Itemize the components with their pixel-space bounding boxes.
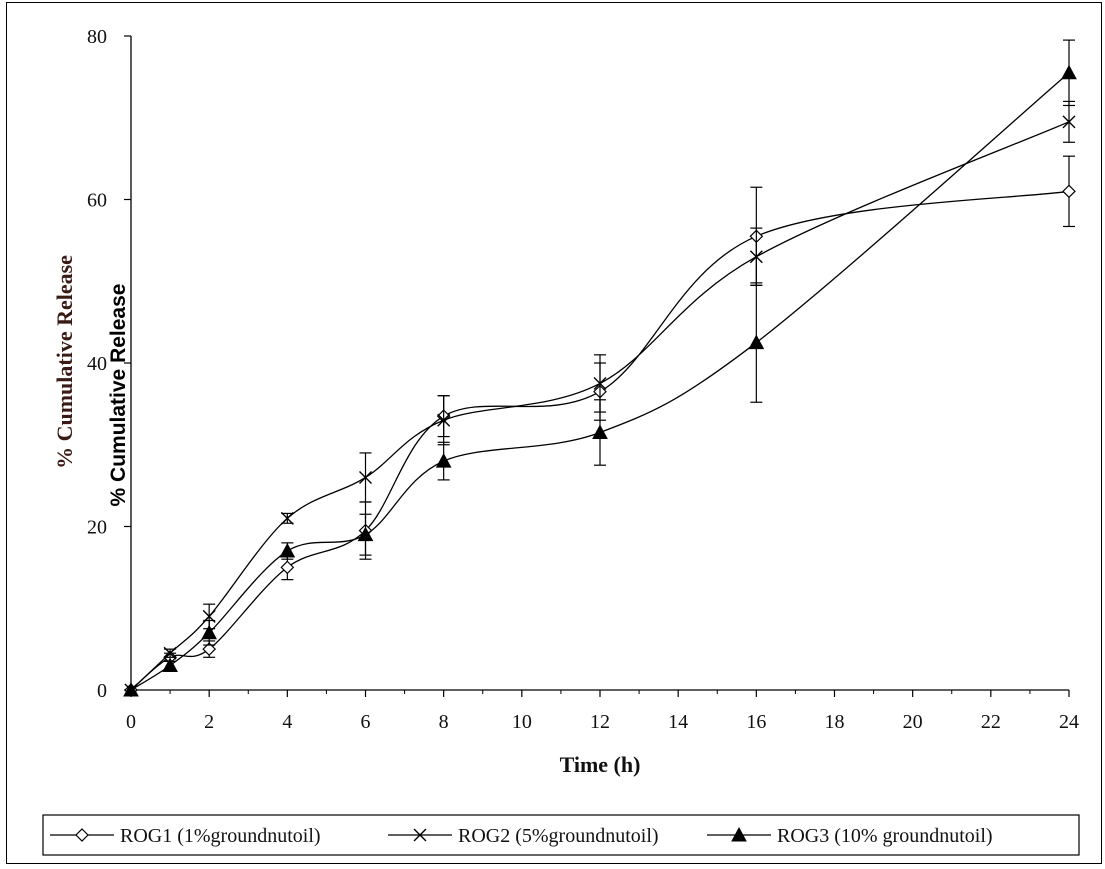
chart-frame [6,2,1102,864]
x-tick-label: 20 [903,711,923,733]
data-point-cross [593,376,607,390]
data-point-triangle [162,657,178,672]
data-point-triangle [748,334,765,350]
x-tick-label: 10 [512,711,532,733]
data-point-cross [1062,115,1076,129]
data-point-diamond [1062,184,1076,199]
x-tick-label: 4 [282,711,292,733]
x-tick-label: 18 [825,711,845,733]
data-point-cross [163,646,177,660]
legend-box [42,814,1080,856]
legend-label: ROG1 (1%groundnutoil) [120,825,321,847]
legend-label: ROG3 (10% groundnutoil) [777,825,993,847]
x-tick-label: 12 [590,711,610,733]
data-point-triangle [731,826,747,842]
legend-label: ROG2 (5%groundnutoil) [458,825,659,847]
series-layer [123,39,1077,697]
y-tick-label: 40 [87,353,107,375]
x-tick-label: 2 [204,711,214,733]
y-axis-title: % Cumulative Release [52,255,77,469]
x-tick-label: 0 [126,711,136,733]
data-point-diamond [280,560,295,575]
series-2 [124,100,1076,697]
x-tick-label: 14 [668,711,688,733]
legend-item-3: ROG3 (10% groundnutoil) [707,825,993,847]
data-point-cross [359,470,372,484]
data-point-triangle [435,453,452,468]
x-tick-label: 22 [981,711,1001,733]
data-point-triangle [279,542,296,558]
data-point-cross [437,413,451,427]
x-tick-label: 16 [746,711,766,733]
data-point-triangle [1061,64,1077,80]
y-tick-label: 0 [97,680,107,702]
x-axis-title: Time (h) [560,752,641,777]
data-point-cross [280,511,294,525]
legend-item-2: ROG2 (5%groundnutoil) [388,825,659,847]
legend: ROG1 (1%groundnutoil) ROG2 (5%groundnutoi… [42,814,1080,856]
y-tick-label: 80 [87,26,107,48]
data-point-triangle [357,526,374,542]
y-tick-label: 60 [87,190,107,212]
data-point-triangle [201,624,218,640]
y-axis-title-overlay: % Cumulative Release [107,284,130,507]
x-tick-label: 6 [361,711,371,733]
data-point-diamond [75,828,89,842]
data-point-triangle [592,424,608,439]
legend-item-1: ROG1 (1%groundnutoil) [50,825,321,847]
x-tick-label: 8 [439,711,449,733]
y-tick-label: 20 [87,517,107,539]
data-point-cross [413,828,427,842]
data-point-triangle [123,681,139,697]
data-point-diamond [202,642,217,656]
data-point-cross [749,250,763,264]
x-tick-label: 24 [1059,711,1079,733]
series-3 [123,39,1077,697]
